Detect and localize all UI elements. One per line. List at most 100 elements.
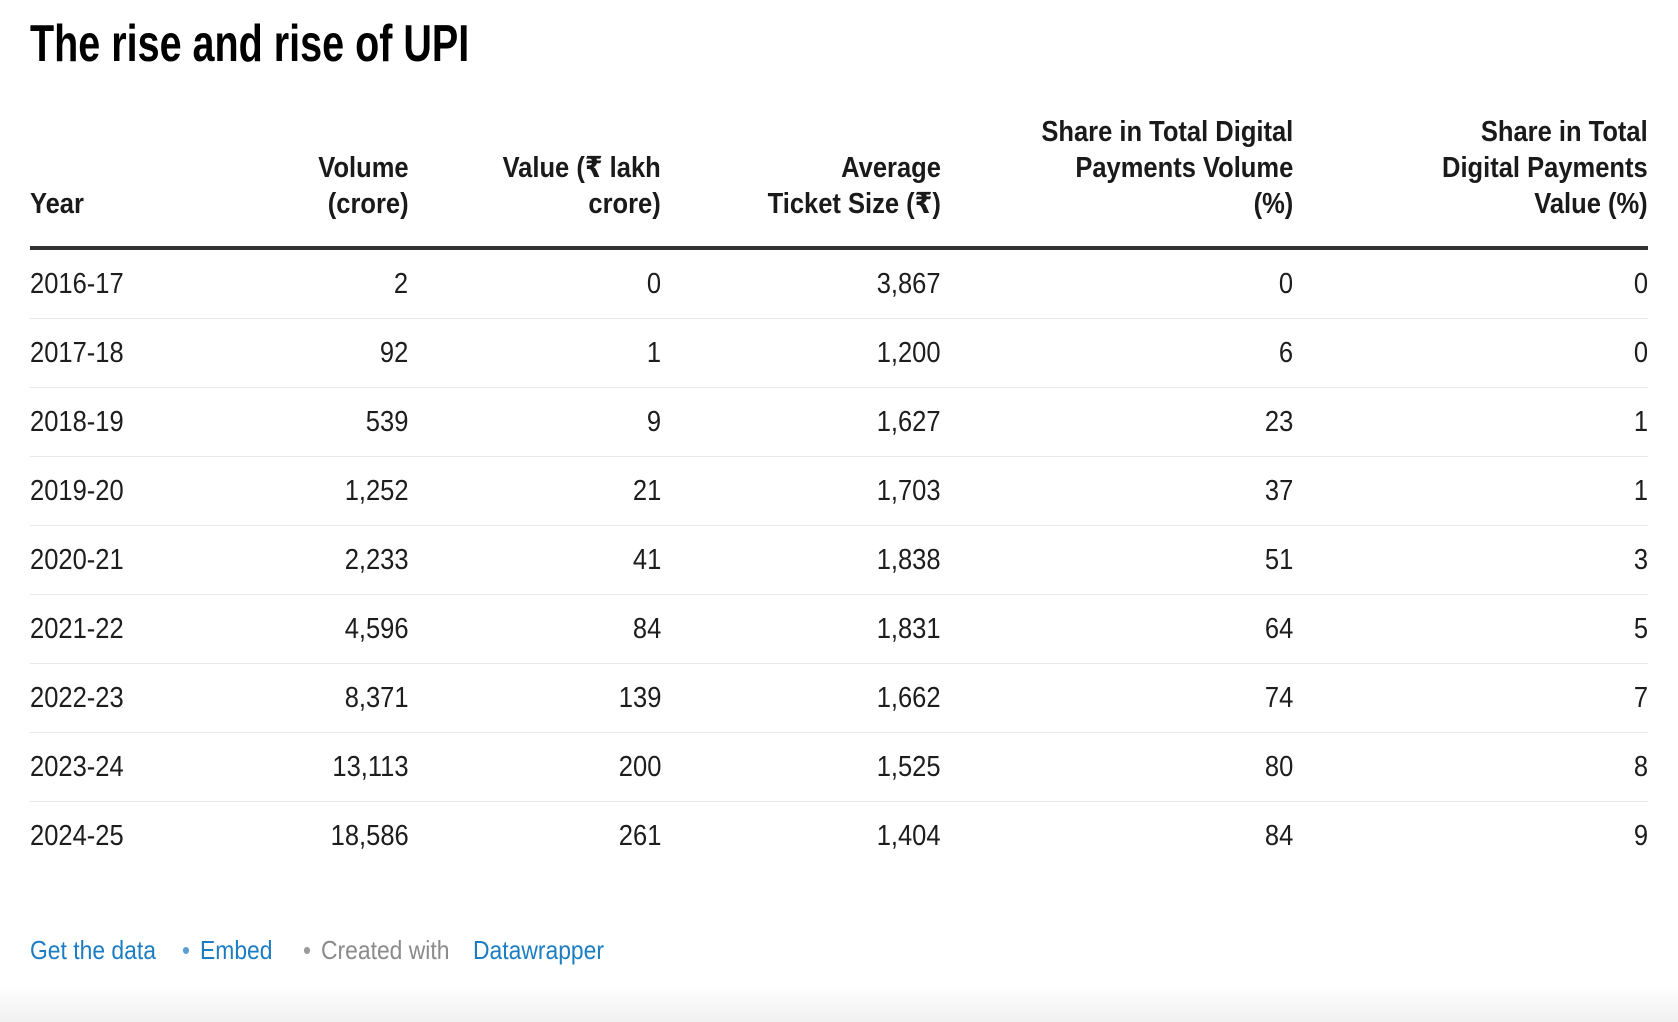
year-cell: 2016-17: [30, 248, 208, 319]
table-row: 2020-21 2,233 41 1,838 51 3: [30, 525, 1648, 595]
year-value: 2022-23: [30, 682, 124, 714]
created-with-label: Created with: [320, 935, 450, 965]
datawrapper-table-page: The rise and rise of UPI Year Volume (cr…: [0, 14, 1678, 966]
col-header-share-value: Share in Total Digital Payments Value (%…: [1294, 114, 1648, 248]
share-value-cell: 1: [1294, 457, 1648, 526]
cell-value: 1,838: [877, 544, 941, 576]
cell-value: 23: [1265, 406, 1294, 438]
volume-cell: 18,586: [208, 802, 409, 871]
embed-link[interactable]: Embed: [200, 935, 273, 965]
volume-cell: 4,596: [208, 595, 409, 664]
cell-value: 1: [646, 337, 661, 369]
volume-cell: 2,233: [208, 526, 409, 595]
bullet-separator-icon: •: [182, 935, 191, 965]
table-header-row: Year Volume (crore) Value (₹ lakh crore)…: [30, 114, 1648, 248]
value-cell: 200: [409, 733, 661, 802]
year-cell: 2022-23: [30, 664, 208, 733]
share-volume-cell: 51: [941, 526, 1293, 595]
cell-value: 92: [380, 337, 409, 369]
col-header-volume: Volume (crore): [208, 114, 408, 248]
col-header-value-label: Value (₹ lakh crore): [502, 152, 661, 220]
year-cell: 2017-18: [30, 319, 208, 388]
table-row: 2018-19 539 9 1,627 23 1: [30, 387, 1648, 457]
share-value-cell: 0: [1294, 248, 1648, 319]
year-value: 2023-24: [30, 751, 124, 783]
share-volume-cell: 84: [941, 802, 1294, 871]
cell-value: 1,200: [877, 337, 941, 369]
table-row: 2024-25 18,586 261 1,404 84 9: [30, 801, 1648, 871]
col-header-year-label: Year: [30, 188, 84, 220]
value-cell: 1: [409, 319, 661, 388]
cell-value: 7: [1633, 682, 1648, 714]
cell-value: 84: [632, 613, 661, 645]
year-value: 2024-25: [30, 820, 124, 852]
share-volume-cell: 64: [941, 595, 1294, 664]
cell-value: 539: [366, 406, 409, 438]
col-header-share-volume-label: Share in Total Digital Payments Volume (…: [1041, 116, 1294, 220]
avg-ticket-cell: 1,831: [661, 595, 941, 664]
cell-value: 84: [1265, 820, 1294, 852]
cell-value: 1,662: [877, 682, 941, 714]
share-volume-cell: 37: [941, 457, 1294, 526]
table-row: 2021-22 4,596 84 1,831 64 5: [30, 594, 1648, 664]
bottom-fade: [0, 986, 1678, 1022]
year-value: 2016-17: [30, 268, 124, 300]
cell-value: 18,586: [330, 820, 409, 852]
table-row: 2019-20 1,252 21 1,703 37 1: [30, 456, 1648, 526]
volume-cell: 13,113: [208, 733, 408, 802]
value-cell: 84: [409, 595, 661, 664]
cell-value: 0: [1633, 337, 1648, 369]
share-value-cell: 5: [1294, 595, 1648, 664]
table-row: 2022-23 8,371 139 1,662 74 7: [30, 663, 1648, 733]
share-volume-cell: 6: [941, 319, 1293, 388]
cell-value: 37: [1265, 475, 1294, 507]
value-cell: 0: [409, 248, 661, 319]
cell-value: 0: [646, 268, 661, 300]
col-header-value: Value (₹ lakh crore): [409, 114, 661, 248]
cell-value: 41: [632, 544, 661, 576]
cell-value: 2: [394, 268, 409, 300]
cell-value: 8,371: [344, 682, 409, 714]
cell-value: 21: [632, 475, 661, 507]
year-value: 2018-19: [30, 406, 124, 438]
value-cell: 21: [409, 457, 661, 526]
page-title: The rise and rise of UPI: [30, 14, 1648, 74]
footer: Get the data • Embed • Created with Datawrapp…: [30, 934, 1648, 966]
cell-value: 200: [618, 751, 661, 783]
share-value-cell: 3: [1294, 526, 1648, 595]
col-header-share-volume: Share in Total Digital Payments Volume (…: [941, 114, 1294, 248]
cell-value: 9: [646, 406, 661, 438]
page-title-text: The rise and rise of UPI: [30, 15, 470, 73]
volume-cell: 92: [208, 319, 409, 388]
datawrapper-link[interactable]: Datawrapper: [472, 935, 604, 965]
cell-value: 1,831: [877, 613, 941, 645]
year-value: 2021-22: [30, 613, 124, 645]
value-cell: 261: [409, 802, 661, 871]
cell-value: 261: [618, 820, 661, 852]
cell-value: 1,525: [877, 751, 941, 783]
avg-ticket-cell: 3,867: [661, 248, 941, 319]
year-value: 2019-20: [30, 475, 124, 507]
volume-cell: 539: [208, 388, 409, 457]
year-cell: 2018-19: [30, 388, 208, 457]
year-cell: 2023-24: [30, 733, 208, 802]
bullet-separator-icon: •: [302, 935, 311, 965]
value-cell: 41: [409, 526, 661, 595]
share-volume-cell: 23: [941, 388, 1294, 457]
share-volume-cell: 74: [941, 664, 1294, 733]
cell-value: 64: [1265, 613, 1294, 645]
share-volume-cell: 80: [941, 733, 1293, 802]
share-value-cell: 7: [1294, 664, 1648, 733]
cell-value: 74: [1265, 682, 1294, 714]
cell-value: 3: [1633, 544, 1648, 576]
share-value-cell: 0: [1294, 319, 1648, 388]
get-data-link[interactable]: Get the data: [30, 935, 156, 965]
year-cell: 2020-21: [30, 526, 208, 595]
cell-value: 1: [1633, 475, 1648, 507]
cell-value: 1: [1633, 406, 1648, 438]
table-body: 2016-17 2 0 3,867 0 0 2017-18 92 1 1,200…: [30, 248, 1648, 870]
avg-ticket-cell: 1,838: [661, 526, 941, 595]
cell-value: 139: [618, 682, 661, 714]
avg-ticket-cell: 1,627: [661, 388, 941, 457]
cell-value: 2,233: [344, 544, 409, 576]
